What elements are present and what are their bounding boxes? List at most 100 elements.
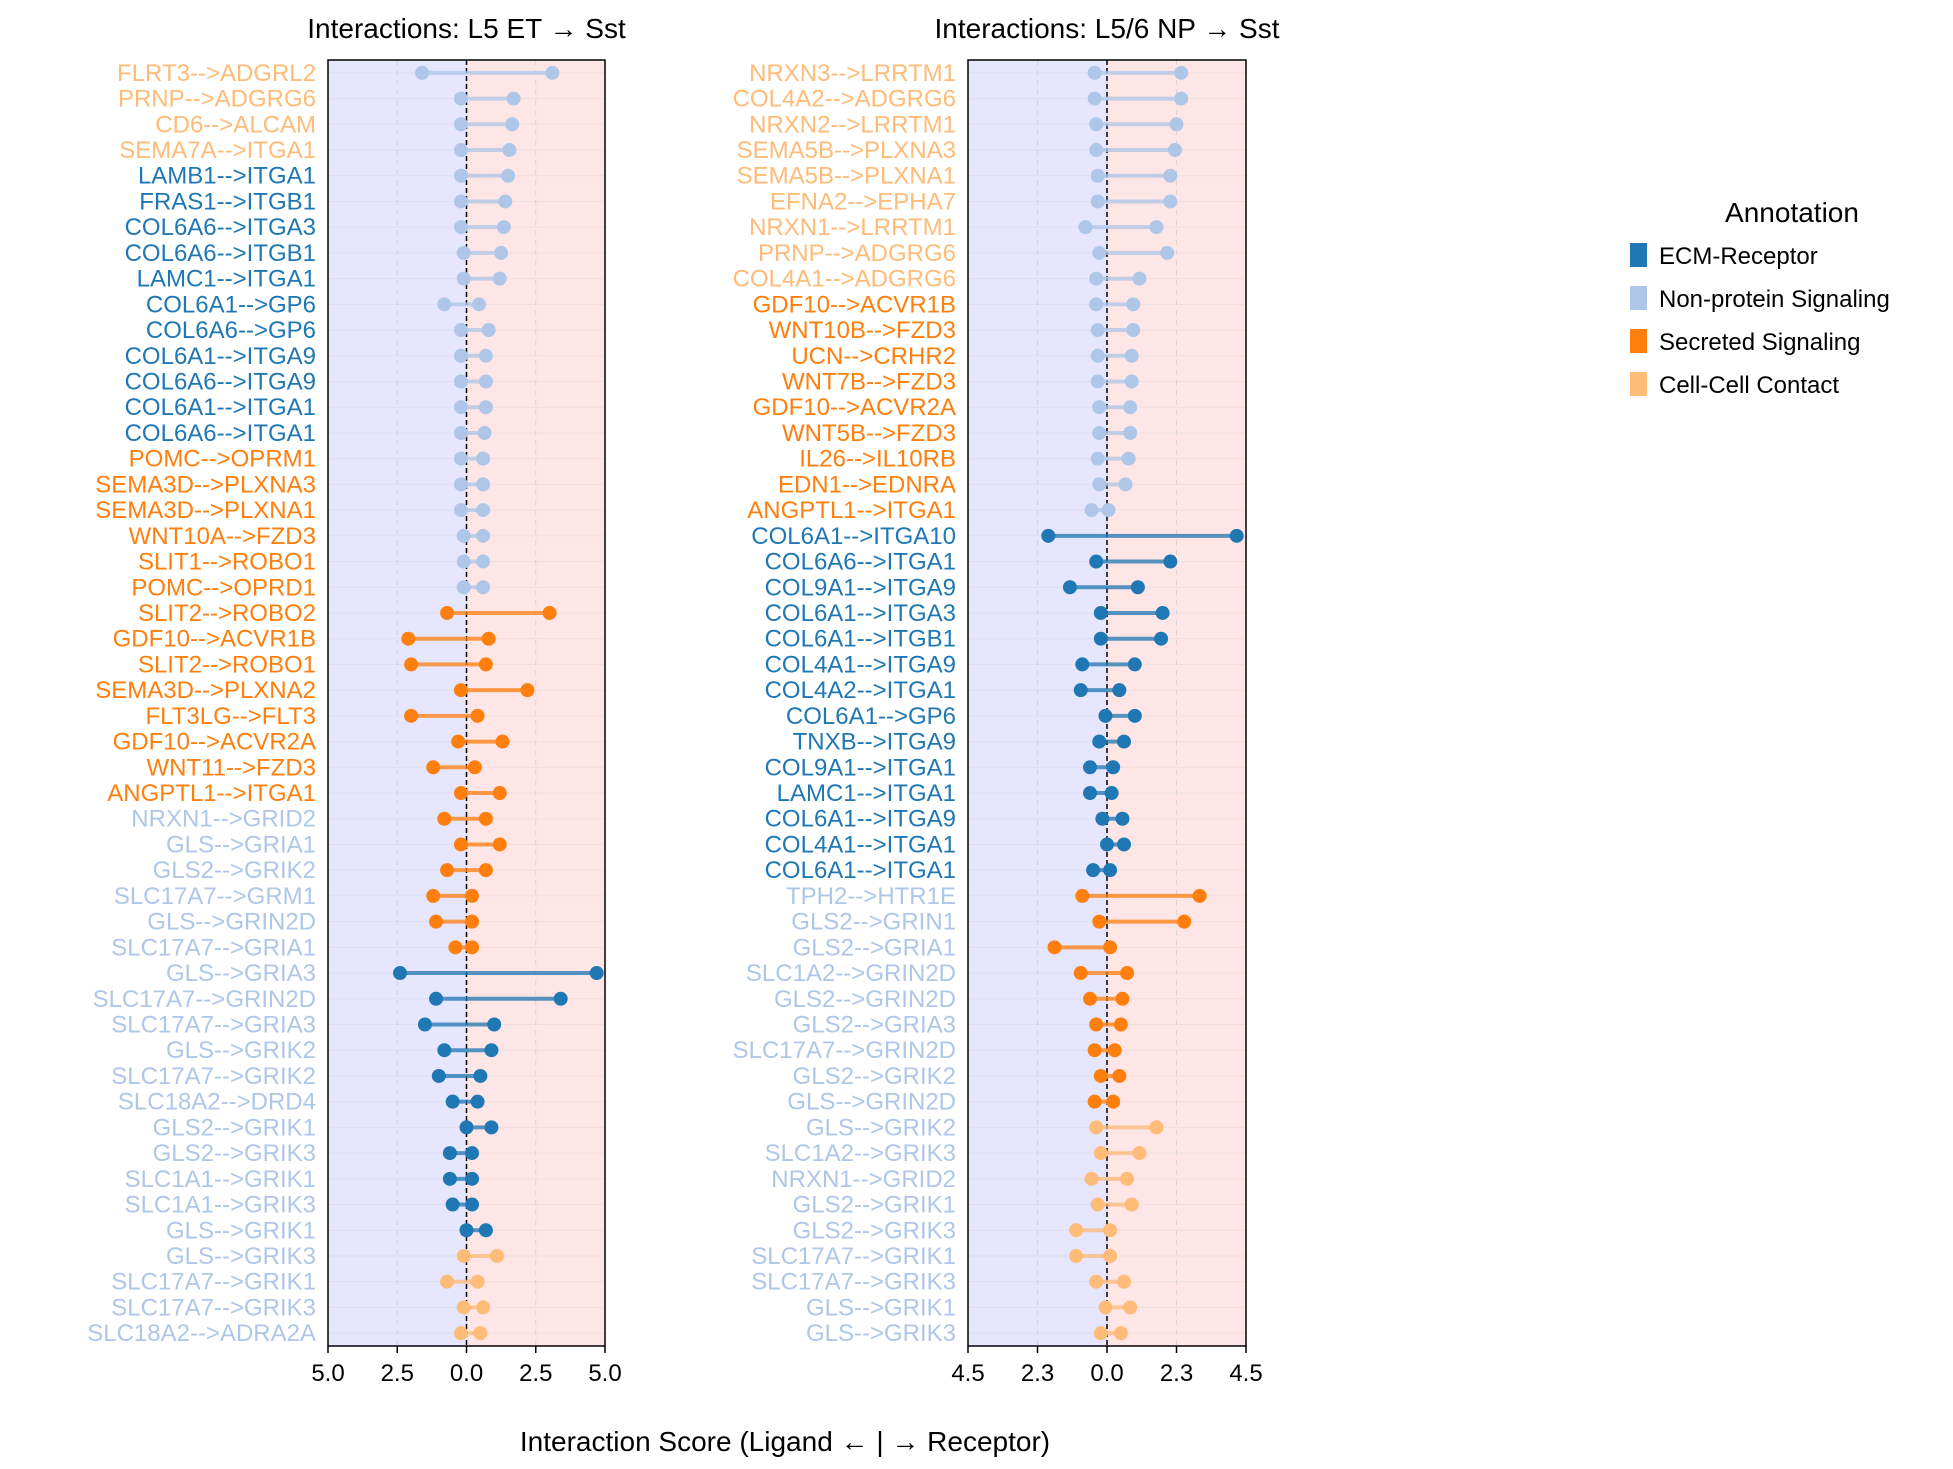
ligand-point (431, 1068, 446, 1083)
interaction-label: SEMA5B-->PLXNA3 (737, 137, 956, 164)
ligand-point (456, 1248, 471, 1263)
receptor-point (481, 631, 496, 646)
receptor-point (1106, 1094, 1121, 1109)
receptor-point (484, 1043, 499, 1058)
ligand-point (459, 1120, 474, 1135)
receptor-point (494, 245, 509, 260)
x-tick-label: 5.0 (311, 1360, 344, 1387)
receptor-point (1116, 1274, 1131, 1289)
ligand-point (437, 811, 452, 826)
receptor-point (476, 451, 491, 466)
receptor-point (1174, 65, 1189, 80)
receptor-point (495, 734, 510, 749)
interaction-label: SLC17A7-->GRIA3 (111, 1012, 316, 1039)
interaction-label: SLC17A7-->GRIA1 (111, 934, 316, 961)
receptor-point (465, 888, 480, 903)
panel-title: Interactions: L5/6 NP → Sst (935, 13, 1280, 44)
ligand-point (453, 374, 468, 389)
receptor-point (478, 811, 493, 826)
legend-swatch (1630, 243, 1647, 267)
ligand-point (429, 914, 444, 929)
receptor-point (1155, 605, 1170, 620)
x-tick-label: 2.5 (519, 1360, 552, 1387)
legend-swatch (1630, 286, 1647, 310)
receptor-point (470, 708, 485, 723)
interaction-label: SLC1A1-->GRIK3 (125, 1192, 316, 1219)
interaction-label: SLC17A7-->GRIK3 (111, 1294, 316, 1321)
receptor-point (1120, 1171, 1135, 1186)
interaction-label: GLS2-->GRIK3 (153, 1140, 316, 1167)
receptor-point (496, 220, 511, 235)
ligand-point (1041, 528, 1056, 543)
ligand-point (1089, 117, 1104, 132)
receptor-point (1132, 271, 1147, 286)
receptor-point (484, 1120, 499, 1135)
interaction-label: COL4A1-->ITGA9 (765, 651, 956, 678)
receptor-point (476, 580, 491, 595)
receptor-point (1154, 631, 1169, 646)
receptor-point (1118, 477, 1133, 492)
interaction-label: UCN-->CRHR2 (791, 343, 956, 370)
ligand-point (1090, 451, 1105, 466)
ligand-point (440, 863, 455, 878)
interaction-label: GLS-->GRIK1 (166, 1217, 316, 1244)
receptor-point (476, 554, 491, 569)
interaction-label: LAMB1-->ITGA1 (138, 163, 316, 190)
interaction-label: IL26-->IL10RB (799, 446, 956, 473)
interaction-label: LAMC1-->ITGA1 (777, 780, 956, 807)
interaction-label: ANGPTL1-->ITGA1 (107, 780, 316, 807)
interaction-label: EDN1-->EDNRA (778, 471, 956, 498)
receptor-point (465, 1146, 480, 1161)
ligand-point (456, 554, 471, 569)
receptor-point (1177, 914, 1192, 929)
ligand-point (1069, 1223, 1084, 1238)
interaction-label: NRXN1-->GRID2 (771, 1166, 956, 1193)
receptor-point (481, 323, 496, 338)
receptor-point (478, 657, 493, 672)
receptor-point (1124, 374, 1139, 389)
receptor-point (478, 348, 493, 363)
receptor-point (553, 991, 568, 1006)
receptor-point (1163, 168, 1178, 183)
ligand-point (459, 1223, 474, 1238)
ligand-point (453, 323, 468, 338)
interaction-label: COL6A1-->ITGA9 (125, 343, 316, 370)
x-tick-label: 2.5 (381, 1360, 414, 1387)
interaction-label: GLS2-->GRIN2D (774, 986, 956, 1013)
interaction-label: SLC17A7-->GRIN2D (733, 1037, 956, 1064)
receptor-point (542, 605, 557, 620)
interaction-label: GLS-->GRIA1 (166, 831, 316, 858)
interaction-label: COL9A1-->ITGA1 (765, 754, 956, 781)
interaction-label: GDF10-->ACVR2A (113, 729, 316, 756)
receptor-point (1132, 1146, 1147, 1161)
ligand-point (453, 91, 468, 106)
right-panel: NRXN3-->LRRTM1COL4A2-->ADGRG6NRXN2-->LRR… (733, 13, 1280, 1387)
ligand-point (401, 631, 416, 646)
interaction-label: SLC1A2-->GRIN2D (746, 960, 956, 987)
receptor-point (489, 1248, 504, 1263)
x-tick-label: 4.5 (951, 1360, 984, 1387)
ligand-point (1090, 323, 1105, 338)
receptor-point (492, 271, 507, 286)
interaction-label: PRNP-->ADGRG6 (758, 240, 956, 267)
receptor-point (1103, 1248, 1118, 1263)
receptor-point (476, 477, 491, 492)
interaction-label: SLC18A2-->DRD4 (118, 1089, 316, 1116)
ligand-point (1069, 1248, 1084, 1263)
interaction-label: GDF10-->ACVR1B (113, 626, 316, 653)
ligand-point (453, 143, 468, 158)
interaction-label: GDF10-->ACVR1B (753, 291, 956, 318)
ligand-point (1093, 631, 1108, 646)
ligand-point (1089, 143, 1104, 158)
interaction-label: COL6A1-->ITGA1 (125, 394, 316, 421)
interaction-label: SEMA7A-->ITGA1 (119, 137, 316, 164)
ligand-point (404, 657, 419, 672)
ligand-point (393, 966, 408, 981)
interaction-label: GLS-->GRIK1 (806, 1294, 956, 1321)
interaction-label: TPH2-->HTR1E (786, 883, 956, 910)
ligand-point (456, 1300, 471, 1315)
receptor-point (470, 1094, 485, 1109)
ligand-point (1084, 1171, 1099, 1186)
interaction-label: SLC1A1-->GRIK1 (125, 1166, 316, 1193)
ligand-point (453, 194, 468, 209)
